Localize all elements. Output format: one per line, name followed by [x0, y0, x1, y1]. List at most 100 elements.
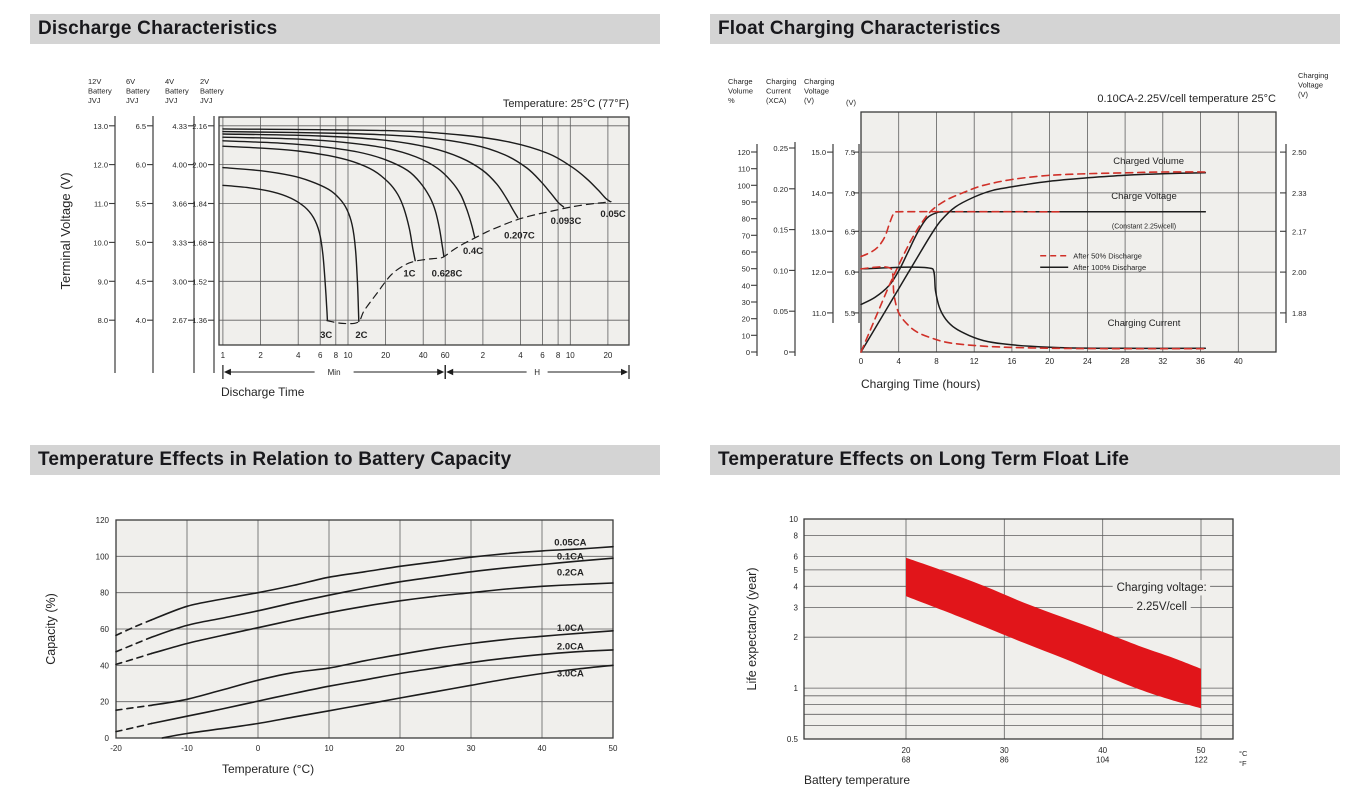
svg-text:4.5: 4.5 [136, 277, 146, 286]
svg-text:Volume: Volume [728, 87, 753, 96]
svg-text:6: 6 [540, 351, 545, 360]
svg-text:7.0: 7.0 [845, 189, 855, 198]
svg-text:40: 40 [419, 351, 428, 360]
svg-text:Charging voltage:: Charging voltage: [1117, 582, 1207, 594]
svg-text:12.0: 12.0 [93, 161, 108, 170]
svg-text:Discharge Time: Discharge Time [221, 385, 305, 399]
svg-text:5.5: 5.5 [136, 200, 146, 209]
svg-text:8: 8 [556, 351, 561, 360]
svg-text:20: 20 [603, 351, 612, 360]
svg-text:8: 8 [794, 531, 799, 540]
svg-text:60: 60 [100, 625, 109, 634]
svg-text:40: 40 [742, 281, 750, 290]
section-title-float-life: Temperature Effects on Long Term Float L… [710, 445, 1340, 475]
svg-text:6: 6 [794, 553, 799, 562]
svg-text:68: 68 [902, 756, 911, 765]
svg-text:4: 4 [296, 351, 301, 360]
svg-text:2.0CA: 2.0CA [557, 641, 584, 652]
section-title-discharge-characteristics: Discharge Characteristics [30, 14, 660, 44]
svg-text:10: 10 [789, 515, 798, 524]
svg-text:5: 5 [794, 566, 799, 575]
svg-text:1: 1 [221, 351, 226, 360]
svg-text:After 50% Discharge: After 50% Discharge [1073, 252, 1142, 261]
svg-text:12: 12 [970, 357, 979, 366]
svg-text:Voltage: Voltage [804, 87, 829, 96]
svg-text:0.05CA: 0.05CA [554, 538, 586, 549]
section-title-temperature-capacity: Temperature Effects in Relation to Batte… [30, 445, 660, 475]
svg-text:6.5: 6.5 [845, 227, 855, 236]
svg-text:3C: 3C [320, 330, 332, 341]
svg-text:100: 100 [96, 552, 110, 561]
svg-text:0.25: 0.25 [773, 144, 788, 153]
svg-text:JVJ: JVJ [126, 96, 139, 105]
svg-text:0.093C: 0.093C [551, 216, 582, 227]
svg-text:30: 30 [742, 298, 750, 307]
svg-text:104: 104 [1096, 756, 1110, 765]
svg-text:1.52: 1.52 [192, 277, 207, 286]
svg-text:-10: -10 [181, 744, 193, 753]
svg-text:0: 0 [784, 348, 788, 357]
svg-text:0.20: 0.20 [773, 185, 788, 194]
svg-text:5.5: 5.5 [845, 309, 855, 318]
svg-text:2: 2 [794, 633, 799, 642]
svg-text:90: 90 [742, 198, 750, 207]
svg-text:20: 20 [742, 315, 750, 324]
svg-text:60: 60 [742, 248, 750, 257]
svg-text:(Constant 2.25v/cell): (Constant 2.25v/cell) [1112, 223, 1176, 230]
svg-text:Charging: Charging [766, 77, 796, 86]
svg-text:(V): (V) [804, 96, 815, 105]
svg-text:1.36: 1.36 [192, 316, 207, 325]
svg-text:10: 10 [742, 331, 750, 340]
svg-text:24: 24 [1083, 357, 1092, 366]
svg-text:80: 80 [742, 215, 750, 224]
svg-text:Charging: Charging [804, 77, 834, 86]
svg-text:0: 0 [105, 734, 110, 743]
svg-text:Battery temperature: Battery temperature [804, 773, 910, 787]
svg-text:5.0: 5.0 [136, 238, 146, 247]
svg-text:50: 50 [1197, 746, 1206, 755]
svg-text:6V: 6V [126, 77, 135, 86]
svg-text:Battery: Battery [88, 87, 112, 96]
svg-text:10: 10 [325, 744, 334, 753]
svg-text:11.0: 11.0 [94, 200, 108, 209]
svg-text:12V: 12V [88, 77, 101, 86]
svg-text:3.0CA: 3.0CA [557, 669, 584, 680]
svg-text:40: 40 [1098, 746, 1107, 755]
svg-text:%: % [728, 96, 735, 105]
svg-text:(XCA): (XCA) [766, 96, 787, 105]
svg-text:40: 40 [538, 744, 547, 753]
svg-text:7.5: 7.5 [845, 148, 855, 157]
svg-text:4.0: 4.0 [136, 316, 146, 325]
svg-text:120: 120 [96, 516, 110, 525]
svg-text:120: 120 [737, 148, 750, 157]
svg-text:1: 1 [794, 684, 799, 693]
svg-text:12.0: 12.0 [811, 268, 826, 277]
svg-text:0: 0 [746, 348, 750, 357]
svg-text:1.0CA: 1.0CA [557, 623, 584, 634]
svg-text:36: 36 [1196, 357, 1205, 366]
svg-text:6: 6 [318, 351, 323, 360]
float-charging-characteristics-chart: ChargeVolume%120110100908070605040302010… [728, 71, 1328, 391]
svg-text:JVJ: JVJ [165, 96, 178, 105]
svg-text:1.68: 1.68 [192, 238, 207, 247]
svg-text:2.00: 2.00 [192, 161, 207, 170]
svg-text:4.00: 4.00 [172, 161, 187, 170]
svg-text:20: 20 [902, 746, 911, 755]
svg-text:50: 50 [609, 744, 618, 753]
svg-text:Min: Min [328, 368, 341, 377]
svg-text:20: 20 [396, 744, 405, 753]
svg-text:9.0: 9.0 [98, 277, 108, 286]
svg-text:40: 40 [100, 661, 109, 670]
svg-text:2: 2 [481, 351, 486, 360]
svg-text:1C: 1C [403, 268, 415, 279]
svg-text:Charging Current: Charging Current [1108, 318, 1181, 329]
section-title-text: Discharge Characteristics [38, 18, 278, 39]
svg-text:10.0: 10.0 [93, 238, 108, 247]
svg-text:2V: 2V [200, 77, 209, 86]
svg-text:30: 30 [1000, 746, 1009, 755]
svg-text:Temperature (°C): Temperature (°C) [222, 762, 314, 776]
svg-text:2.00: 2.00 [1292, 268, 1307, 277]
svg-text:8.0: 8.0 [98, 316, 108, 325]
svg-text:32: 32 [1158, 357, 1167, 366]
